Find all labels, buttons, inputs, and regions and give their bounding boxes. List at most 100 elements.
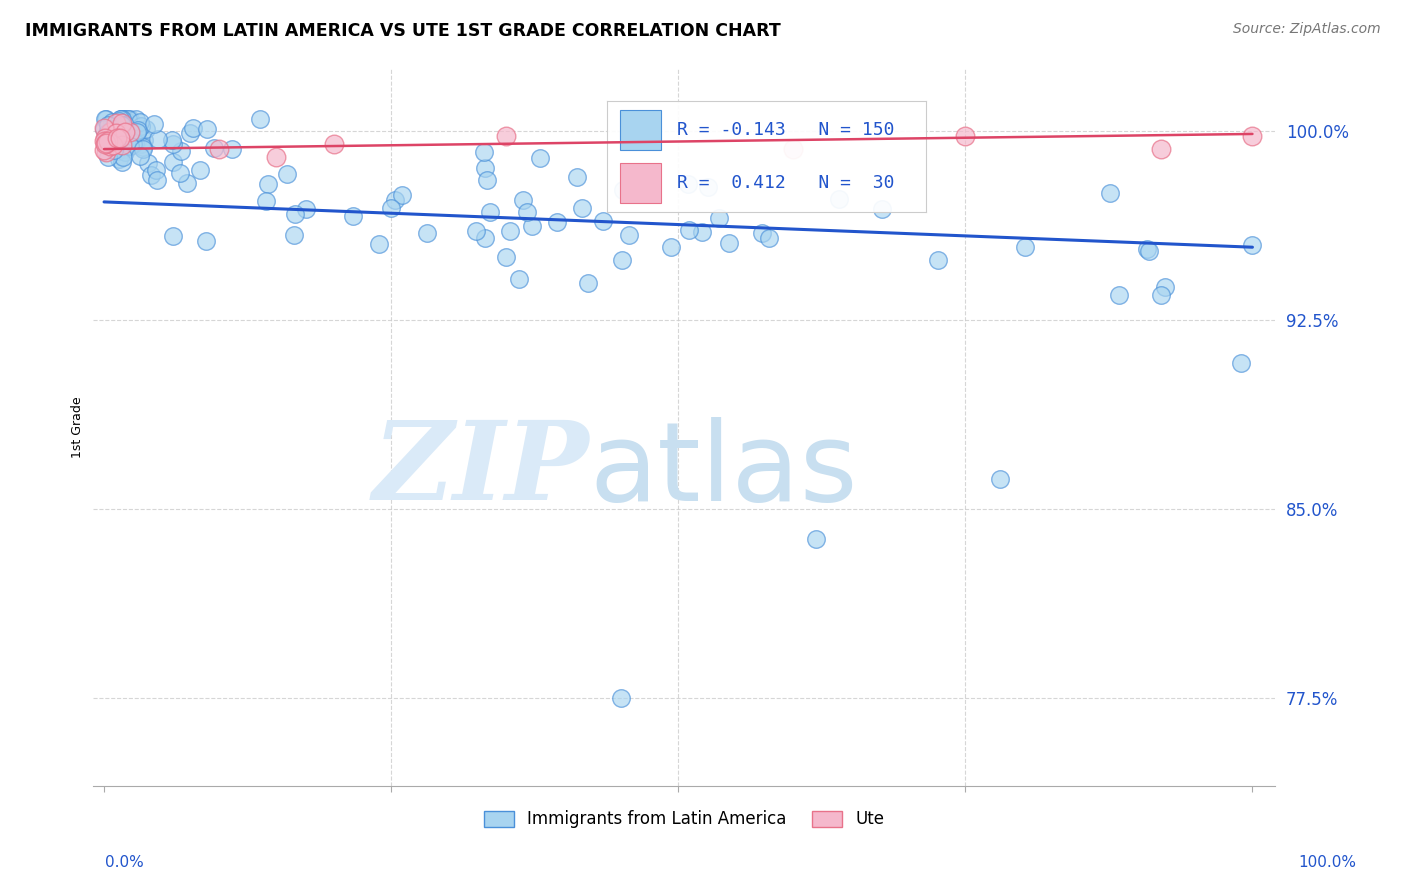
Point [828, 192, 851, 206]
Point [104, 132, 127, 146]
Point [529, 151, 551, 165]
Point [111, 138, 134, 153]
Point [1108, 287, 1130, 301]
Point [100, 114, 122, 128]
Point [145, 162, 167, 177]
Point [148, 132, 170, 146]
Point [1136, 242, 1159, 256]
Point [97, 150, 120, 164]
Point [114, 119, 136, 133]
Point [115, 112, 138, 126]
Point [115, 115, 138, 129]
Point [1149, 288, 1171, 302]
Point [194, 234, 217, 248]
Point [96, 127, 118, 141]
Point [101, 120, 124, 134]
Point [170, 144, 193, 158]
Point [135, 122, 157, 136]
Point [112, 113, 135, 128]
Point [567, 170, 589, 185]
Point [100, 129, 122, 144]
Point [508, 271, 530, 285]
Point [160, 133, 183, 147]
Point [112, 150, 135, 164]
Point [110, 139, 132, 153]
Point [122, 137, 145, 152]
Point [117, 112, 139, 126]
Point [367, 237, 389, 252]
Point [93, 134, 115, 148]
Point [105, 119, 128, 133]
Point [98, 125, 121, 139]
Point [610, 690, 633, 705]
Point [522, 219, 544, 233]
Point [139, 169, 162, 183]
Point [162, 155, 184, 169]
Text: IMMIGRANTS FROM LATIN AMERICA VS UTE 1ST GRADE CORRELATION CHART: IMMIGRANTS FROM LATIN AMERICA VS UTE 1ST… [25, 22, 782, 40]
Point [94, 136, 117, 151]
Point [546, 215, 568, 229]
Point [474, 230, 496, 244]
Point [1241, 129, 1264, 144]
Point [100, 121, 122, 136]
Point [104, 116, 127, 130]
Point [751, 226, 773, 240]
Point [125, 124, 148, 138]
Point [100, 132, 122, 146]
Point [474, 161, 496, 175]
Point [108, 140, 131, 154]
Point [179, 126, 201, 140]
Point [870, 202, 893, 216]
Point [96, 134, 118, 148]
Point [927, 252, 949, 267]
Point [1149, 142, 1171, 156]
Point [103, 123, 125, 137]
Point [104, 134, 127, 148]
Point [612, 183, 634, 197]
Point [464, 224, 486, 238]
Point [127, 123, 149, 137]
Point [103, 118, 125, 132]
Point [104, 140, 127, 154]
Point [105, 126, 128, 140]
Point [804, 532, 827, 546]
Point [380, 202, 402, 216]
Point [142, 117, 165, 131]
Point [114, 145, 136, 160]
Point [295, 202, 318, 217]
Point [571, 202, 593, 216]
Point [129, 120, 152, 134]
Point [107, 113, 129, 128]
Point [188, 163, 211, 178]
Point [176, 176, 198, 190]
Point [342, 210, 364, 224]
Point [1240, 238, 1263, 252]
Point [93, 121, 115, 136]
Point [202, 141, 225, 155]
Point [146, 173, 169, 187]
Point [111, 120, 134, 135]
Point [676, 178, 699, 192]
Point [495, 129, 517, 144]
Point [111, 118, 134, 132]
Point [125, 112, 148, 126]
Point [96, 131, 118, 145]
Point [97, 127, 120, 141]
Point [120, 112, 142, 126]
Point [94, 136, 117, 150]
Point [98, 139, 121, 153]
Point [111, 112, 134, 126]
Point [283, 227, 305, 242]
Point [249, 112, 271, 126]
Point [384, 193, 406, 207]
Point [1230, 356, 1253, 370]
Point [659, 239, 682, 253]
Point [132, 132, 155, 146]
Text: ZIP: ZIP [373, 417, 589, 524]
Point [111, 154, 134, 169]
Point [110, 112, 132, 126]
Point [478, 204, 501, 219]
Text: atlas: atlas [589, 417, 858, 524]
Point [183, 120, 205, 135]
Point [617, 228, 640, 243]
